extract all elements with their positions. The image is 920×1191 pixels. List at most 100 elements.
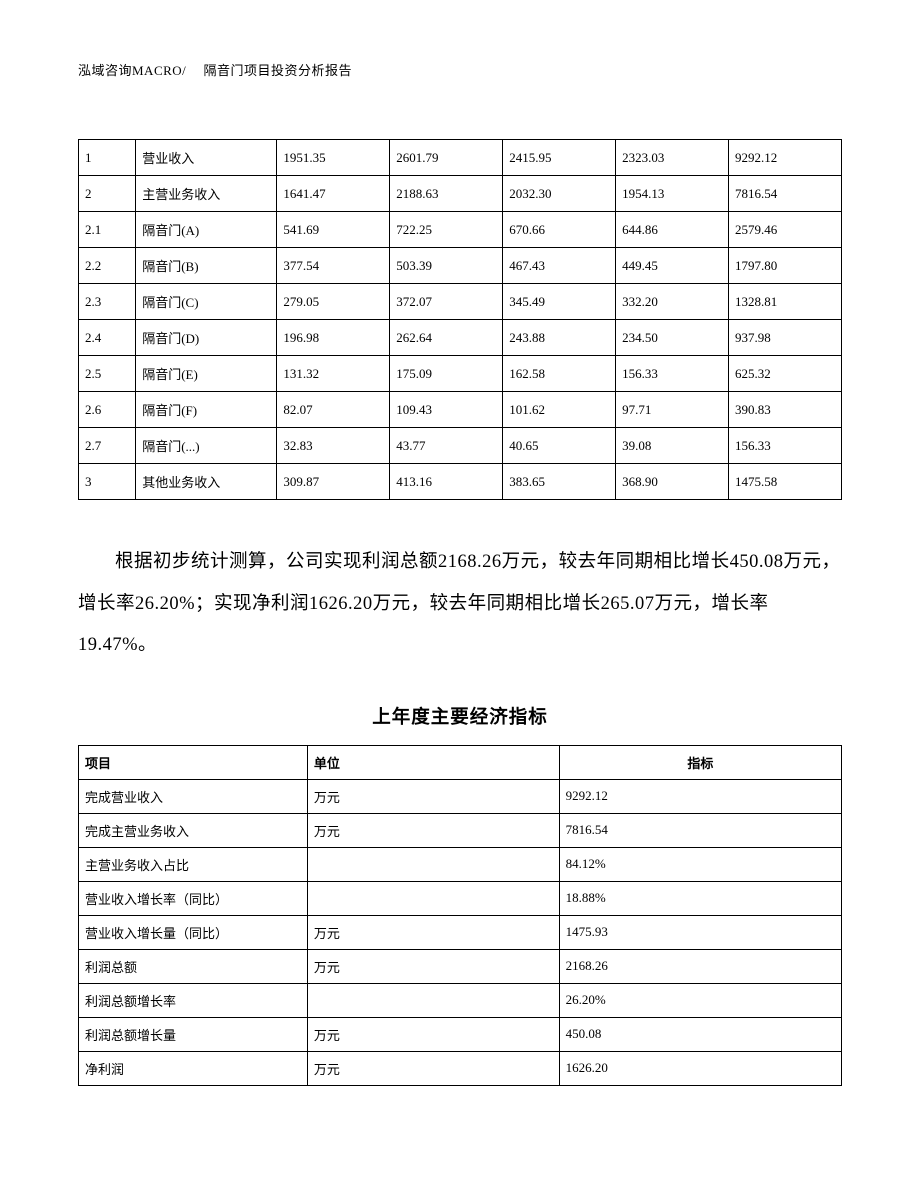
table-cell: 309.87 [277, 464, 390, 500]
table-row: 利润总额万元2168.26 [79, 949, 842, 983]
table-cell [307, 983, 559, 1017]
table-cell: 2415.95 [503, 140, 616, 176]
table-row: 2.5隔音门(E)131.32175.09162.58156.33625.32 [79, 356, 842, 392]
table-cell [307, 881, 559, 915]
table-cell: 2.6 [79, 392, 136, 428]
table-cell: 7816.54 [729, 176, 842, 212]
table-cell: 3 [79, 464, 136, 500]
table-cell: 368.90 [616, 464, 729, 500]
table-row: 完成营业收入万元9292.12 [79, 779, 842, 813]
table-cell: 97.71 [616, 392, 729, 428]
table-cell: 722.25 [390, 212, 503, 248]
table-cell: 2168.26 [559, 949, 841, 983]
table-cell: 2.1 [79, 212, 136, 248]
table-row: 3其他业务收入309.87413.16383.65368.901475.58 [79, 464, 842, 500]
table-cell: 109.43 [390, 392, 503, 428]
table-cell: 1954.13 [616, 176, 729, 212]
table-cell: 净利润 [79, 1051, 308, 1085]
table-cell: 1328.81 [729, 284, 842, 320]
table-cell: 营业收入增长量（同比） [79, 915, 308, 949]
table-cell: 2.5 [79, 356, 136, 392]
table-row: 2.3隔音门(C)279.05372.07345.49332.201328.81 [79, 284, 842, 320]
table-cell: 2601.79 [390, 140, 503, 176]
table-cell: 隔音门(A) [136, 212, 277, 248]
table-cell: 利润总额增长量 [79, 1017, 308, 1051]
table-row: 2.7隔音门(...)32.8343.7740.6539.08156.33 [79, 428, 842, 464]
table-cell: 467.43 [503, 248, 616, 284]
table-cell: 541.69 [277, 212, 390, 248]
table-cell: 625.32 [729, 356, 842, 392]
table-cell: 262.64 [390, 320, 503, 356]
table-cell: 9292.12 [729, 140, 842, 176]
table-cell: 万元 [307, 949, 559, 983]
table-cell: 隔音门(E) [136, 356, 277, 392]
table-cell: 156.33 [616, 356, 729, 392]
table-cell: 32.83 [277, 428, 390, 464]
table-row: 2.2隔音门(B)377.54503.39467.43449.451797.80 [79, 248, 842, 284]
table-row: 营业收入增长量（同比）万元1475.93 [79, 915, 842, 949]
table-row: 2.1隔音门(A)541.69722.25670.66644.862579.46 [79, 212, 842, 248]
table-cell: 1641.47 [277, 176, 390, 212]
table-cell: 1951.35 [277, 140, 390, 176]
table-row: 2.4隔音门(D)196.98262.64243.88234.50937.98 [79, 320, 842, 356]
table-cell: 主营业务收入 [136, 176, 277, 212]
indicators-table: 项目 单位 指标 完成营业收入万元9292.12完成主营业务收入万元7816.5… [78, 745, 842, 1086]
table-cell: 279.05 [277, 284, 390, 320]
table-cell: 隔音门(B) [136, 248, 277, 284]
table-cell: 377.54 [277, 248, 390, 284]
table-cell: 2.7 [79, 428, 136, 464]
table-row: 利润总额增长率 26.20% [79, 983, 842, 1017]
table-cell [307, 847, 559, 881]
table-cell: 隔音门(D) [136, 320, 277, 356]
table-row: 利润总额增长量万元450.08 [79, 1017, 842, 1051]
table-cell: 其他业务收入 [136, 464, 277, 500]
table-cell: 449.45 [616, 248, 729, 284]
table-cell: 2.4 [79, 320, 136, 356]
table-row: 净利润万元1626.20 [79, 1051, 842, 1085]
table-cell: 1475.93 [559, 915, 841, 949]
table-cell: 完成主营业务收入 [79, 813, 308, 847]
table-cell: 隔音门(C) [136, 284, 277, 320]
table-cell: 383.65 [503, 464, 616, 500]
table-cell: 完成营业收入 [79, 779, 308, 813]
table-cell: 196.98 [277, 320, 390, 356]
table-cell: 39.08 [616, 428, 729, 464]
table-cell: 2188.63 [390, 176, 503, 212]
col-header-item: 项目 [79, 745, 308, 779]
table-cell: 7816.54 [559, 813, 841, 847]
table-cell: 万元 [307, 813, 559, 847]
table-row: 2.6隔音门(F)82.07109.43101.6297.71390.83 [79, 392, 842, 428]
table-row: 完成主营业务收入万元7816.54 [79, 813, 842, 847]
table-cell: 243.88 [503, 320, 616, 356]
table-cell: 2.3 [79, 284, 136, 320]
table-cell: 101.62 [503, 392, 616, 428]
table-cell: 644.86 [616, 212, 729, 248]
table-cell: 450.08 [559, 1017, 841, 1051]
table-cell: 131.32 [277, 356, 390, 392]
table-cell: 26.20% [559, 983, 841, 1017]
table-cell: 万元 [307, 1051, 559, 1085]
table-cell: 345.49 [503, 284, 616, 320]
page-header: 泓域咨询MACRO/ 隔音门项目投资分析报告 [78, 60, 842, 79]
table-header-row: 项目 单位 指标 [79, 745, 842, 779]
table-cell: 2.2 [79, 248, 136, 284]
table-cell: 413.16 [390, 464, 503, 500]
table-cell: 利润总额增长率 [79, 983, 308, 1017]
revenue-table: 1营业收入1951.352601.792415.952323.039292.12… [78, 139, 842, 500]
table-cell: 1797.80 [729, 248, 842, 284]
table-cell: 670.66 [503, 212, 616, 248]
table-cell: 234.50 [616, 320, 729, 356]
table-cell: 万元 [307, 1017, 559, 1051]
table-cell: 156.33 [729, 428, 842, 464]
table-cell: 40.65 [503, 428, 616, 464]
table-cell: 2323.03 [616, 140, 729, 176]
section-title: 上年度主要经济指标 [78, 703, 842, 729]
table-cell: 372.07 [390, 284, 503, 320]
table-cell: 2032.30 [503, 176, 616, 212]
table-cell: 万元 [307, 779, 559, 813]
col-header-unit: 单位 [307, 745, 559, 779]
table-cell: 营业收入增长率（同比） [79, 881, 308, 915]
table-cell: 82.07 [277, 392, 390, 428]
table-cell: 332.20 [616, 284, 729, 320]
table-cell: 2579.46 [729, 212, 842, 248]
